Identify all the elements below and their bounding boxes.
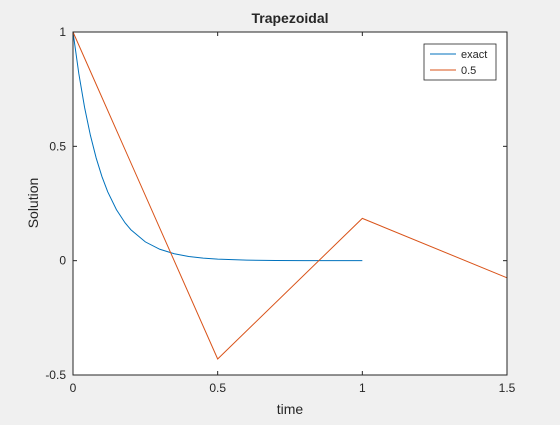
x-axis-label: time [277, 401, 304, 417]
x-tick-label: 1 [359, 381, 366, 395]
series-layer [72, 31, 508, 360]
ticks-layer: 0 0.5 1 1.5 -0.5 0 0.5 1 [45, 25, 515, 395]
x-tick-label: 0 [70, 381, 77, 395]
x-tick-label: 0.5 [209, 381, 226, 395]
y-axis-label: Solution [25, 178, 41, 229]
legend-label-0: exact [461, 49, 487, 61]
legend: exact 0.5 [423, 43, 497, 81]
x-tick-label: 1.5 [499, 381, 516, 395]
y-tick-label: 1 [59, 25, 66, 39]
y-tick-label: -0.5 [45, 368, 66, 382]
y-tick-label: 0 [59, 254, 66, 268]
y-tick-label: 0.5 [49, 139, 66, 153]
plot-area [73, 32, 507, 375]
series-line-0 [72, 31, 363, 262]
chart-title: Trapezoidal [251, 10, 328, 26]
legend-label-1: 0.5 [461, 65, 476, 77]
series-line-1 [72, 31, 508, 360]
legend-box [423, 43, 497, 81]
axes-box [72, 31, 508, 376]
